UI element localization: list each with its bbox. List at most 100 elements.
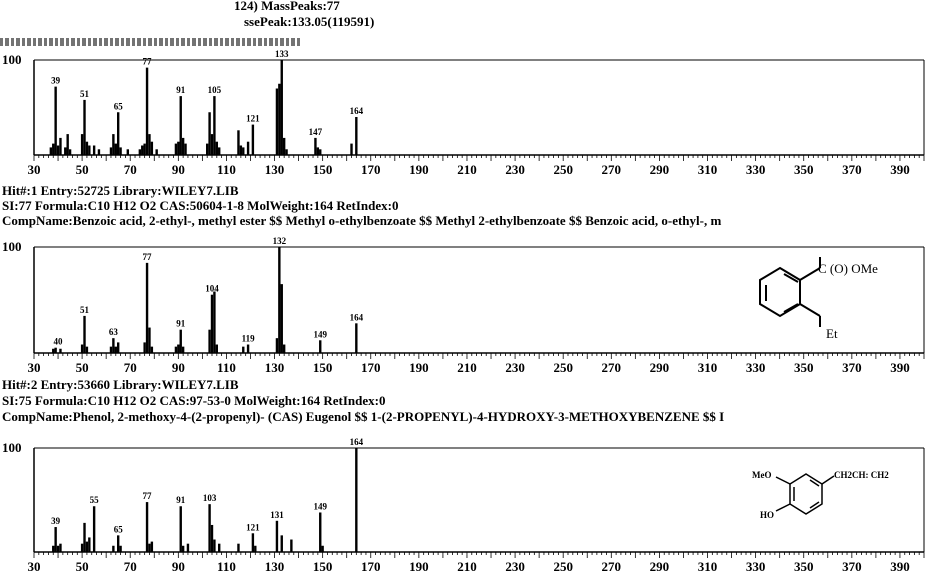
x-tick-label: 310	[698, 559, 718, 574]
x-tick-label: 210	[457, 360, 477, 375]
x-tick-label: 230	[505, 360, 525, 375]
x-tick-label: 130	[265, 559, 285, 574]
header-obscured-line	[0, 38, 300, 46]
x-tick-label: 270	[602, 559, 622, 574]
hit1-line-2: SI:77 Formula:C10 H12 O2 CAS:50604-1-8 M…	[2, 198, 399, 213]
header-line-1: 124) MassPeaks:77	[234, 0, 340, 13]
peak-label: 77	[143, 491, 153, 501]
x-tick-label: 110	[217, 162, 236, 177]
x-tick-label: 210	[457, 162, 477, 177]
peak-label: 119	[242, 334, 256, 344]
structure-hit2-meo: MeO	[752, 470, 772, 480]
x-tick-label: 310	[698, 360, 718, 375]
x-tick-label: 170	[361, 559, 381, 574]
x-tick-label: 190	[409, 360, 429, 375]
x-tick-label: 30	[28, 360, 41, 375]
peak-label: 77	[143, 57, 153, 67]
x-tick-label: 170	[361, 360, 381, 375]
peak-label: 164	[350, 106, 364, 116]
x-tick-label: 50	[76, 162, 89, 177]
x-tick-label: 310	[698, 162, 718, 177]
x-tick-label: 90	[172, 360, 185, 375]
hit2-line-1: Hit#:2 Entry:53660 Library:WILEY7.LIB	[2, 377, 239, 392]
structure-hit2	[775, 473, 835, 515]
peak-label: 51	[80, 305, 90, 315]
x-tick-label: 370	[842, 559, 862, 574]
x-tick-label: 290	[650, 559, 670, 574]
x-tick-label: 50	[76, 360, 89, 375]
peak-label: 149	[313, 501, 327, 511]
spectrum-chart-query: 100 30 50 70 90 110 130 150 170 190 210 230 250 270 29…	[2, 50, 925, 177]
x-tick-label: 150	[313, 162, 333, 177]
x-tick-label: 330	[746, 559, 766, 574]
structure-hit2-ho: HO	[760, 510, 774, 520]
hit1-line-1: Hit#:1 Entry:52725 Library:WILEY7.LIB	[2, 183, 239, 198]
x-tick-label: 290	[650, 162, 670, 177]
structure-hit1-top: C (O) OMe	[818, 261, 878, 276]
x-tick-label: 170	[361, 162, 381, 177]
x-tick-label: 90	[172, 559, 185, 574]
hit1-line-3: CompName:Benzoic acid, 2-ethyl-, methyl …	[2, 213, 722, 228]
spectrum-chart-hit1: C (O) OMe Et 100 30 50 70 90 110 130 150 170 190 2…	[2, 236, 925, 375]
x-tick-label: 270	[602, 360, 622, 375]
structure-hit1	[759, 257, 821, 327]
structure-hit1-bottom: Et	[826, 326, 838, 341]
peak-label: 40	[54, 337, 64, 347]
x-tick-label: 130	[265, 162, 285, 177]
x-tick-label: 150	[313, 559, 333, 574]
peak-label: 121	[246, 522, 260, 532]
y-max-label: 100	[2, 52, 22, 67]
x-tick-label: 90	[172, 162, 185, 177]
peak-label: 121	[246, 114, 260, 124]
x-tick-label: 190	[409, 162, 429, 177]
structure-hit2-allyl: CH2CH: CH2	[834, 470, 889, 480]
x-tick-label: 110	[217, 360, 236, 375]
peak-label: 164	[350, 437, 364, 447]
peak-label: 39	[51, 516, 61, 526]
x-tick-label: 390	[890, 162, 910, 177]
x-tick-label: 390	[890, 360, 910, 375]
peak-label: 65	[114, 524, 124, 534]
x-tick-label: 250	[553, 162, 573, 177]
x-tick-label: 70	[124, 360, 137, 375]
x-tick-label: 150	[313, 360, 333, 375]
peak-label: 132	[273, 236, 287, 246]
peak-label: 91	[176, 495, 186, 505]
y-max-label: 100	[2, 239, 22, 254]
x-tick-label: 250	[553, 559, 573, 574]
peak-label: 133	[275, 50, 289, 59]
x-tick-label: 350	[794, 360, 814, 375]
peak-label: 77	[143, 252, 153, 262]
x-tick-label: 230	[505, 162, 525, 177]
y-max-label: 100	[2, 440, 22, 455]
peak-label: 104	[205, 284, 219, 294]
peak-label: 63	[109, 327, 119, 337]
x-tick-label: 330	[746, 162, 766, 177]
peak-label: 105	[208, 85, 222, 95]
x-tick-label: 230	[505, 559, 525, 574]
peak-label: 91	[176, 319, 186, 329]
x-tick-label: 70	[124, 162, 137, 177]
peak-label: 91	[176, 85, 186, 95]
spectrum-chart-hit2: MeO HO CH2CH: CH2 100 30 50 70 90 110 130 150 17…	[2, 437, 925, 574]
spectrum-panel-hit1: C (O) OMe Et 100 30 50 70 90 110 130 150 170 190 2…	[0, 233, 928, 383]
x-tick-label: 350	[794, 162, 814, 177]
hit2-line-2: SI:75 Formula:C10 H12 O2 CAS:97-53-0 Mol…	[2, 393, 386, 408]
peak-label: 131	[270, 510, 284, 520]
peak-label: 147	[309, 127, 323, 137]
x-tick-label: 330	[746, 360, 766, 375]
x-tick-label: 370	[842, 162, 862, 177]
x-tick-label: 210	[457, 559, 477, 574]
x-tick-label: 370	[842, 360, 862, 375]
x-tick-label: 190	[409, 559, 429, 574]
x-tick-label: 350	[794, 559, 814, 574]
spectrum-panel-hit2: MeO HO CH2CH: CH2 100 30 50 70 90 110 130 150 17…	[0, 430, 928, 578]
x-tick-label: 70	[124, 559, 137, 574]
hit2-line-3: CompName:Phenol, 2-methoxy-4-(2-propenyl…	[2, 409, 725, 424]
x-tick-label: 30	[28, 162, 41, 177]
peak-label: 164	[350, 312, 364, 322]
x-tick-label: 30	[28, 559, 41, 574]
x-tick-label: 390	[890, 559, 910, 574]
spectrum-panel-query: 100 30 50 70 90 110 130 150 170 190 210 230 250 270 29…	[0, 50, 928, 182]
x-tick-label: 110	[217, 559, 236, 574]
